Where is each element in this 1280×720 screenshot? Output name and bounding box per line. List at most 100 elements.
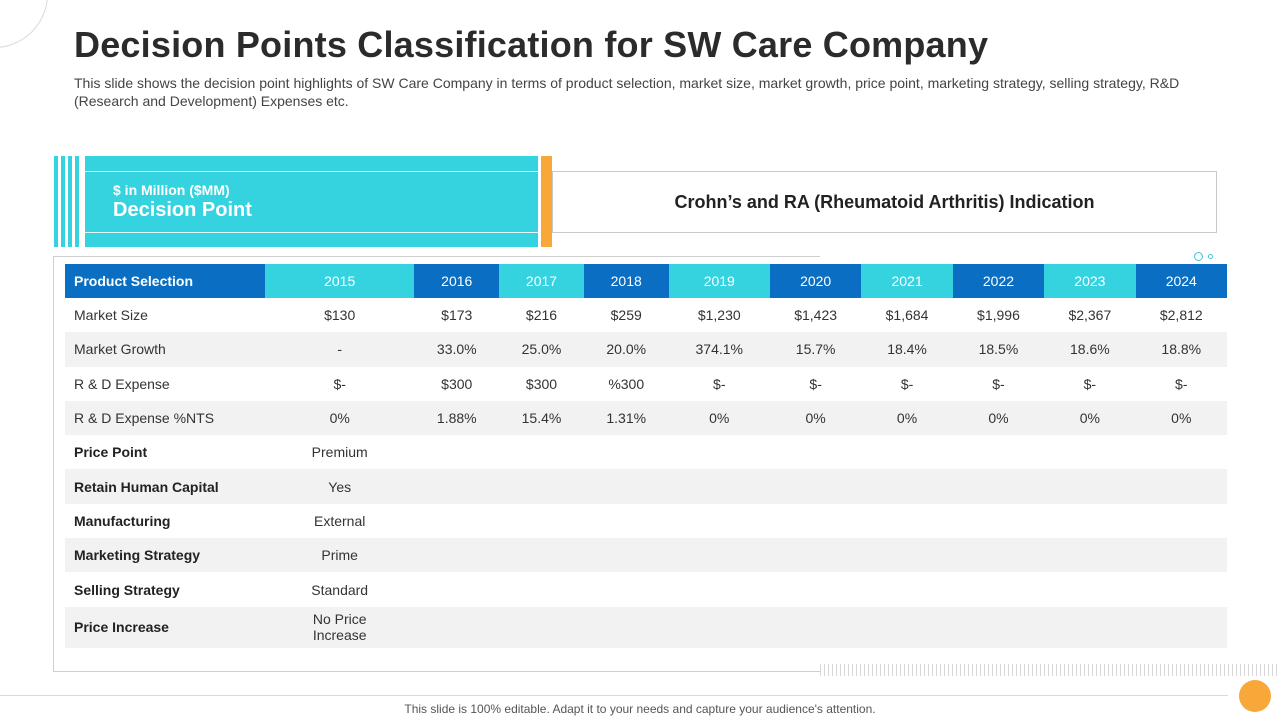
table-cell: $300 bbox=[441, 375, 473, 392]
empty-cell bbox=[414, 504, 1227, 538]
accent-bar bbox=[541, 156, 552, 247]
table-cell: Premium bbox=[265, 435, 414, 469]
table-cell: $2,367 bbox=[1068, 307, 1112, 324]
footer-divider bbox=[0, 695, 1228, 696]
row-label: Market Size bbox=[74, 307, 148, 324]
table-row: R & D Expense %NTS 0% 1.88% 15.4% 1.31% 0% 0% 0… bbox=[65, 400, 1227, 436]
table-row: Price Increase No Price Increase bbox=[65, 606, 1227, 648]
table-row: Selling Strategy Standard bbox=[65, 572, 1227, 606]
table-row: Marketing Strategy Prime bbox=[65, 538, 1227, 573]
header-year-2019: 2019 bbox=[668, 264, 770, 298]
header-year-2024: 2024 bbox=[1135, 264, 1227, 298]
cell-value: No Price Increase bbox=[312, 611, 367, 644]
decorative-stripe bbox=[820, 664, 1280, 676]
table-cell: 1.31% bbox=[583, 400, 669, 436]
page-subtitle: This slide shows the decision point high… bbox=[74, 75, 1180, 109]
table-header-row: Product Selection 2015 2016 2017 2018 2019 20… bbox=[65, 264, 1227, 298]
row-label: Marketing Strategy bbox=[65, 538, 265, 573]
row-label: R & D Expense %NTS bbox=[65, 400, 265, 436]
table-row: Retain Human Capital Yes bbox=[65, 469, 1227, 504]
decision-table: Product Selection 2015 2016 2017 2018 2019 20… bbox=[65, 264, 1227, 648]
footer-orange-circle bbox=[1239, 680, 1271, 712]
cell-value: Prime bbox=[321, 547, 358, 564]
table-cell: 0% bbox=[861, 400, 953, 436]
row-label: R & D Expense bbox=[74, 375, 170, 392]
table-cell: External bbox=[265, 504, 414, 538]
decorative-dots bbox=[1194, 252, 1213, 261]
table-cell: Prime bbox=[265, 538, 415, 573]
table-cell: $- bbox=[900, 375, 914, 392]
table-cell: $300 bbox=[525, 375, 558, 392]
table-row: Market Growth -33.0% 25.0% 20.0% 374.1% 15.7%… bbox=[65, 332, 1227, 367]
table-cell: 25.0% bbox=[499, 332, 584, 367]
empty-cell bbox=[414, 435, 1227, 469]
table-cell: 0% bbox=[265, 400, 415, 436]
table-cell: 33.0% bbox=[414, 332, 500, 367]
table-row: Manufacturing External bbox=[65, 504, 1227, 538]
table-cell: $2,812 bbox=[1159, 307, 1203, 324]
header-product-selection: Product Selection bbox=[65, 264, 265, 298]
table-cell: 0% bbox=[952, 400, 1045, 436]
empty-cell bbox=[414, 469, 1227, 504]
header-band-stripes bbox=[54, 156, 86, 247]
table-cell: 18.8% bbox=[1135, 332, 1227, 367]
table-cell: $- bbox=[333, 375, 346, 392]
table-cell: $1,996 bbox=[977, 307, 1020, 324]
table-cell: $- bbox=[809, 375, 822, 392]
row-label: Price Point bbox=[74, 444, 148, 461]
table-row: R & D Expense $- $300 $300 %300 $- $- $- $- $- $- bbox=[65, 367, 1227, 401]
row-label: Market Growth bbox=[65, 332, 265, 367]
header-year-2018: 2018 bbox=[583, 264, 669, 298]
header-year-2021: 2021 bbox=[861, 264, 953, 298]
table-cell: 15.4% bbox=[499, 400, 584, 436]
header-year-2023: 2023 bbox=[1044, 264, 1136, 298]
footer-note: This slide is 100% editable. Adapt it to… bbox=[404, 702, 876, 716]
table-cell: 18.6% bbox=[1044, 332, 1136, 367]
table-cell: 18.5% bbox=[952, 332, 1045, 367]
empty-cell bbox=[414, 572, 1227, 606]
table-cell: Standard bbox=[265, 572, 414, 606]
unit-label: $ in Million ($MM) bbox=[113, 182, 230, 198]
table-cell: $- bbox=[1175, 375, 1188, 392]
header-year-2020: 2020 bbox=[769, 264, 862, 298]
table-cell: 0% bbox=[1135, 400, 1227, 436]
table-cell: $1,230 bbox=[697, 307, 741, 324]
page-title: Decision Points Classification for SW Ca… bbox=[74, 24, 989, 65]
table-cell: %300 bbox=[608, 375, 645, 392]
header-year-2017: 2017 bbox=[499, 264, 584, 298]
table-cell: $173 bbox=[441, 307, 473, 324]
table-cell: $- bbox=[713, 375, 726, 392]
corner-decoration bbox=[0, 0, 48, 48]
row-label: Manufacturing bbox=[74, 512, 171, 529]
table-cell: 0% bbox=[769, 400, 862, 436]
table-cell: $- bbox=[1083, 375, 1097, 392]
row-label: Price Increase bbox=[65, 606, 265, 648]
table-cell: 0% bbox=[1044, 400, 1136, 436]
table-cell: - bbox=[265, 332, 415, 367]
empty-cell bbox=[414, 606, 1227, 648]
table-cell: $1,684 bbox=[885, 307, 929, 324]
cell-value: Premium bbox=[311, 444, 368, 461]
table-cell: $1,423 bbox=[794, 307, 838, 324]
row-label: Retain Human Capital bbox=[65, 469, 265, 504]
row-label: Selling Strategy bbox=[74, 581, 180, 598]
table-cell: 1.88% bbox=[414, 400, 500, 436]
table-row: Price Point Premium bbox=[65, 435, 1227, 469]
indication-title: Crohn’s and RA (Rheumatoid Arthritis) In… bbox=[552, 171, 1217, 233]
cell-value: External bbox=[314, 512, 366, 529]
header-year-2016: 2016 bbox=[414, 264, 500, 298]
decision-point-band: $ in Million ($MM) Decision Point bbox=[85, 156, 538, 247]
header-year-2022: 2022 bbox=[952, 264, 1045, 298]
table-cell: 18.4% bbox=[861, 332, 953, 367]
table-frame bbox=[53, 256, 820, 672]
table-cell: 374.1% bbox=[668, 332, 770, 367]
table-cell: No Price Increase bbox=[265, 606, 415, 648]
decision-point-label: Decision Point bbox=[113, 199, 252, 221]
table-cell: 15.7% bbox=[769, 332, 862, 367]
table-cell: 20.0% bbox=[583, 332, 669, 367]
table-cell: $130 bbox=[324, 307, 356, 324]
table-row: Market Size $130 $173 $216 $259 $1,230 $1,423 $… bbox=[65, 298, 1227, 332]
table-cell: $- bbox=[992, 375, 1005, 392]
cell-value: Yes bbox=[328, 478, 352, 495]
table-cell: $259 bbox=[610, 307, 642, 324]
